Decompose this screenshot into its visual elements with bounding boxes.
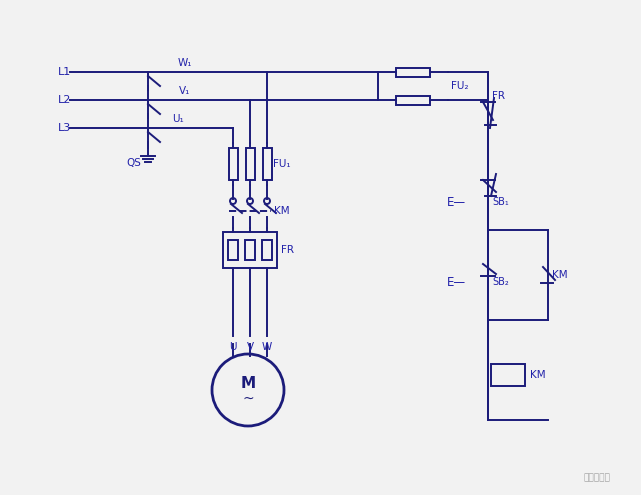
Bar bbox=[396, 67, 430, 77]
Text: KM: KM bbox=[274, 206, 290, 216]
Text: QS: QS bbox=[126, 158, 142, 168]
Bar bbox=[223, 232, 277, 268]
Text: L1: L1 bbox=[58, 67, 71, 77]
Text: FR: FR bbox=[492, 91, 505, 101]
Text: SB₁: SB₁ bbox=[492, 197, 509, 207]
Text: FU₁: FU₁ bbox=[273, 159, 290, 169]
Bar bbox=[245, 240, 255, 260]
Text: E—: E— bbox=[447, 196, 466, 208]
Bar bbox=[396, 96, 430, 104]
Bar bbox=[263, 148, 272, 180]
Text: V: V bbox=[246, 342, 254, 352]
Bar bbox=[228, 148, 238, 180]
Text: FR: FR bbox=[281, 245, 294, 255]
Bar bbox=[228, 240, 238, 260]
Text: KM: KM bbox=[530, 370, 545, 380]
Text: ~: ~ bbox=[242, 392, 254, 406]
Bar bbox=[491, 364, 525, 386]
Text: 电子技术控: 电子技术控 bbox=[583, 474, 610, 483]
Text: FU₂: FU₂ bbox=[451, 81, 469, 91]
Text: W₁: W₁ bbox=[178, 58, 192, 68]
Text: L2: L2 bbox=[58, 95, 71, 105]
Bar bbox=[262, 240, 272, 260]
Text: U₁: U₁ bbox=[172, 114, 184, 124]
Text: SB₂: SB₂ bbox=[492, 277, 509, 287]
Text: E—: E— bbox=[447, 276, 466, 289]
Text: U: U bbox=[229, 342, 237, 352]
Text: KM: KM bbox=[552, 270, 568, 280]
Text: L3: L3 bbox=[58, 123, 71, 133]
Bar bbox=[246, 148, 254, 180]
Text: W: W bbox=[262, 342, 272, 352]
Text: M: M bbox=[240, 377, 256, 392]
Text: V₁: V₁ bbox=[179, 86, 190, 96]
